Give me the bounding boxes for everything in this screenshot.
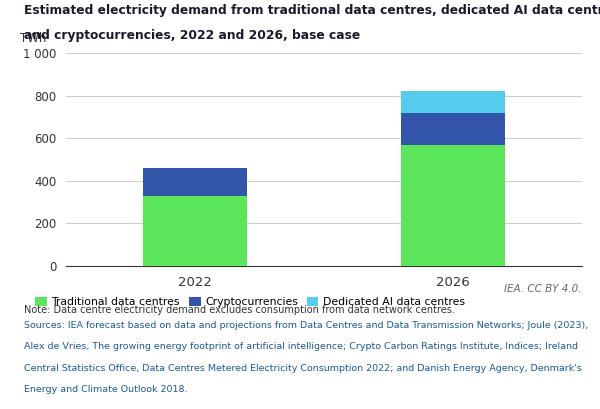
Bar <box>143 168 247 196</box>
Legend: Traditional data centres, Cryptocurrencies, Dedicated AI data centres: Traditional data centres, Cryptocurrenci… <box>35 297 465 307</box>
Text: Alex de Vries, The growing energy footprint of artificial intelligence; Crypto C: Alex de Vries, The growing energy footpr… <box>24 342 578 351</box>
Text: TWh: TWh <box>20 31 46 45</box>
Bar <box>401 145 505 266</box>
Text: IEA. CC BY 4.0.: IEA. CC BY 4.0. <box>505 284 582 294</box>
Text: Central Statistics Office, Data Centres Metered Electricity Consumption 2022; an: Central Statistics Office, Data Centres … <box>24 364 582 373</box>
Bar <box>143 196 247 266</box>
Bar <box>401 113 505 145</box>
Text: Sources: IEA forecast based on data and projections from Data Centres and Data T: Sources: IEA forecast based on data and … <box>24 321 588 330</box>
Text: Note: Data centre electricity demand excludes consumption from data network cent: Note: Data centre electricity demand exc… <box>24 305 455 315</box>
Text: Estimated electricity demand from traditional data centres, dedicated AI data ce: Estimated electricity demand from tradit… <box>24 4 600 17</box>
Text: Energy and Climate Outlook 2018.: Energy and Climate Outlook 2018. <box>24 385 187 394</box>
Text: and cryptocurrencies, 2022 and 2026, base case: and cryptocurrencies, 2022 and 2026, bas… <box>24 29 360 42</box>
Bar <box>401 92 505 113</box>
